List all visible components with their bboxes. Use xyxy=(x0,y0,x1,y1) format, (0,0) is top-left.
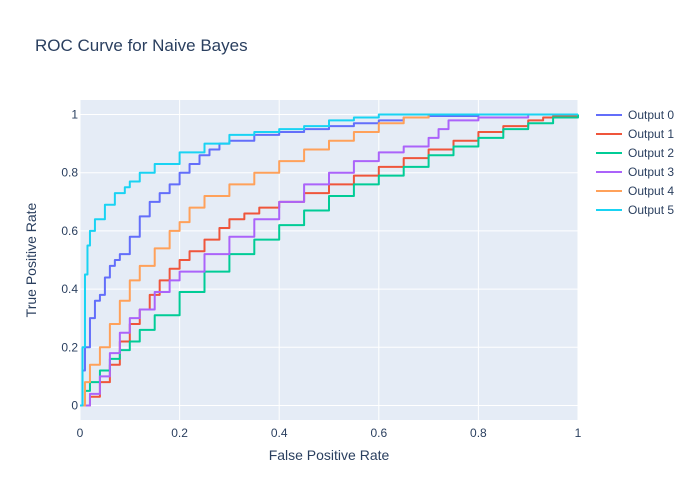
plot-area xyxy=(80,100,578,420)
legend-item-output-2[interactable]: Output 2 xyxy=(596,146,674,160)
legend-item-output-0[interactable]: Output 0 xyxy=(596,108,674,122)
x-tick-label: 0 xyxy=(77,426,84,440)
legend-item-output-4[interactable]: Output 4 xyxy=(596,184,674,198)
series-line-output-5 xyxy=(80,113,578,407)
legend-label: Output 3 xyxy=(628,165,674,179)
legend-label: Output 5 xyxy=(628,203,674,217)
y-axis-ticks: 0 0.2 0.4 0.6 0.8 1 xyxy=(61,108,78,413)
x-tick-label: 0.4 xyxy=(271,426,288,440)
series-line-output-0 xyxy=(80,113,578,407)
y-tick-label: 1 xyxy=(71,108,78,122)
series-lines xyxy=(80,113,579,407)
series-line-output-3 xyxy=(80,113,578,407)
y-tick-label: 0.4 xyxy=(61,282,78,296)
y-tick-label: 0.6 xyxy=(61,224,78,238)
legend-label: Output 2 xyxy=(628,146,674,160)
x-tick-label: 0.6 xyxy=(370,426,387,440)
legend-item-output-3[interactable]: Output 3 xyxy=(596,165,674,179)
legend-label: Output 1 xyxy=(628,127,674,141)
x-axis-ticks: 0 0.2 0.4 0.6 0.8 1 xyxy=(77,426,582,440)
x-tick-label: 0.8 xyxy=(470,426,487,440)
series-line-output-2 xyxy=(80,114,579,407)
x-tick-label: 1 xyxy=(575,426,582,440)
legend-item-output-1[interactable]: Output 1 xyxy=(596,127,674,141)
legend-item-output-5[interactable]: Output 5 xyxy=(596,203,674,217)
legend-label: Output 0 xyxy=(628,108,674,122)
chart-title: ROC Curve for Naive Bayes xyxy=(35,36,248,55)
y-tick-label: 0.2 xyxy=(61,340,78,354)
y-axis-title: True Positive Rate xyxy=(23,202,39,317)
legend[interactable]: Output 0 Output 1 Output 2 Output 3 Output 4… xyxy=(596,108,674,217)
y-tick-label: 0 xyxy=(71,398,78,412)
legend-label: Output 4 xyxy=(628,184,674,198)
x-axis-title: False Positive Rate xyxy=(269,447,390,463)
x-tick-label: 0.2 xyxy=(171,426,188,440)
y-tick-label: 0.8 xyxy=(61,166,78,180)
series-line-output-4 xyxy=(80,113,578,407)
